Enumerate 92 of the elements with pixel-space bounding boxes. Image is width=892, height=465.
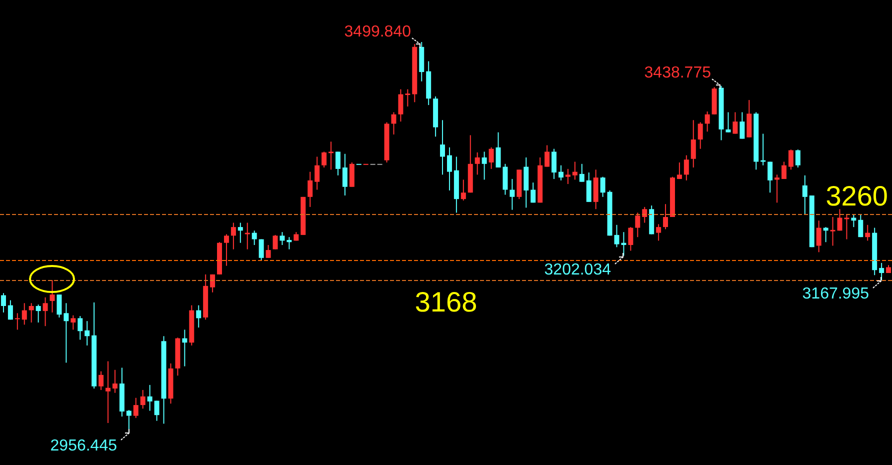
candlestick xyxy=(844,214,850,240)
candlestick xyxy=(544,144,550,168)
candlestick xyxy=(795,149,800,168)
candlestick xyxy=(816,220,822,253)
candlestick xyxy=(224,234,229,266)
candlestick xyxy=(572,161,578,180)
ref-line-label: 3260 xyxy=(826,180,888,212)
candlestick xyxy=(196,304,202,328)
candlestick xyxy=(22,302,27,326)
candlestick xyxy=(230,222,236,250)
candlestick xyxy=(342,153,348,196)
candlestick xyxy=(865,224,870,242)
annotation: 3167.995 xyxy=(802,286,870,302)
candlestick xyxy=(600,176,606,198)
candlestick xyxy=(510,178,515,210)
annotation: 3202.034 xyxy=(544,262,612,278)
candlestick xyxy=(272,234,278,250)
candlestick xyxy=(628,226,634,252)
candlestick xyxy=(280,232,285,246)
candlestick xyxy=(851,214,856,228)
candlestick xyxy=(746,100,752,138)
candlestick xyxy=(558,164,564,181)
candlestick xyxy=(704,111,710,132)
candlestick xyxy=(565,168,570,184)
candlestick xyxy=(474,152,480,176)
candlestick xyxy=(98,370,104,390)
candlestick xyxy=(28,302,34,324)
candlestick xyxy=(322,151,327,168)
candlestick xyxy=(440,120,446,176)
candlestick xyxy=(308,171,313,208)
text: 3499.840 xyxy=(344,24,412,40)
candlestick xyxy=(726,112,731,133)
candlestick xyxy=(684,154,689,181)
candlestick xyxy=(328,141,334,170)
candlestick xyxy=(50,280,55,313)
candlestick xyxy=(446,146,452,191)
ref-line-label: 3168 xyxy=(414,286,478,318)
candlestick xyxy=(56,294,62,318)
candlestick xyxy=(732,112,738,134)
candlestick xyxy=(133,397,138,418)
candlestick xyxy=(460,179,466,201)
candlestick xyxy=(106,360,111,424)
candlestick xyxy=(182,329,188,367)
candlestick xyxy=(112,369,118,394)
candlestick xyxy=(740,112,745,140)
candlestick xyxy=(398,88,404,122)
candlestick xyxy=(488,146,494,170)
candlestick xyxy=(252,230,257,246)
candlestick xyxy=(8,300,13,320)
candlestick xyxy=(147,384,152,412)
candlestick xyxy=(14,312,20,330)
candlestick xyxy=(552,148,557,180)
candlestick xyxy=(768,161,773,194)
candlestick xyxy=(858,214,864,238)
candlestick xyxy=(0,292,6,313)
candlestick xyxy=(698,122,703,150)
candlestick xyxy=(482,151,487,180)
candlestick xyxy=(314,156,320,190)
candlestick xyxy=(36,304,41,324)
text: 2956.445 xyxy=(50,438,118,454)
candlestick xyxy=(286,236,292,250)
candlestick xyxy=(774,174,780,204)
candlestick xyxy=(154,400,160,422)
candlestick xyxy=(42,296,48,327)
candlestick xyxy=(335,151,340,176)
candlestick xyxy=(690,120,696,168)
candlestick xyxy=(788,149,794,170)
candlestick xyxy=(879,262,884,281)
candlestick xyxy=(391,112,396,135)
candlestick xyxy=(579,163,584,182)
annotation: 3438.775 xyxy=(644,64,712,82)
candlestick xyxy=(586,172,592,202)
candlestick xyxy=(663,204,668,230)
candlestick xyxy=(70,314,76,330)
candlestick xyxy=(349,162,354,188)
candlestick xyxy=(676,162,682,180)
candlestick xyxy=(530,182,536,204)
candlestick xyxy=(78,316,83,340)
candlestick xyxy=(642,206,648,224)
candlestick xyxy=(84,320,90,346)
candlestick xyxy=(635,212,640,238)
candlestick xyxy=(266,244,271,258)
candlestick xyxy=(802,174,808,215)
candlestick xyxy=(140,389,146,410)
candlestick xyxy=(524,156,529,208)
candlestick xyxy=(621,232,626,256)
candlestick xyxy=(258,238,264,262)
candlestick xyxy=(64,302,69,364)
candlestick xyxy=(656,224,662,242)
candlestick xyxy=(405,88,410,107)
candlestick xyxy=(238,222,243,244)
candlestick xyxy=(781,161,786,180)
